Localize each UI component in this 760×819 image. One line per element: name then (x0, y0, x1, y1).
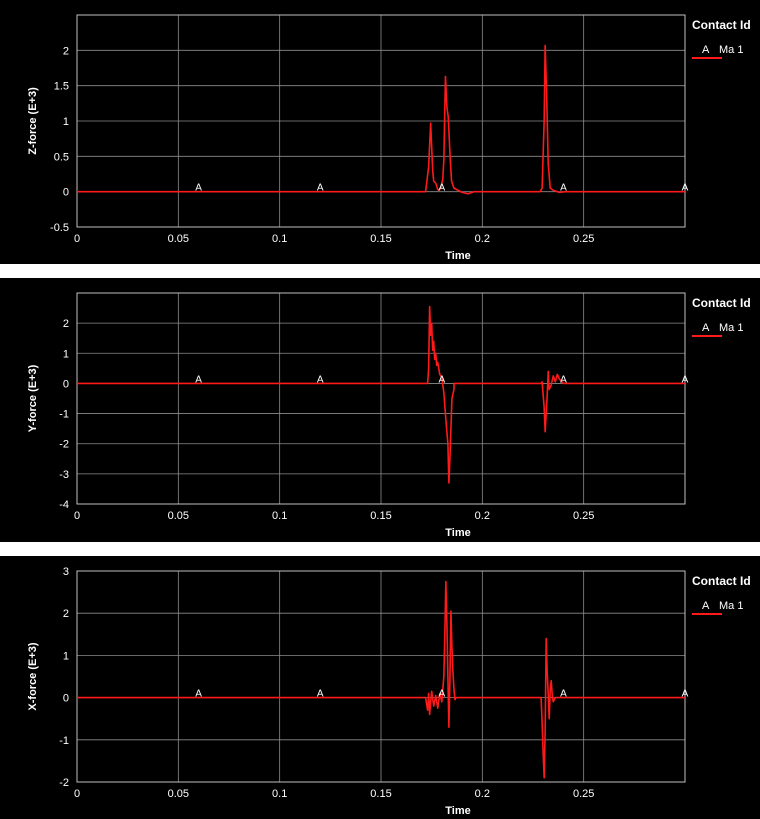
x-tick-label: 0.15 (370, 788, 391, 800)
legend-entry-ma-1[interactable]: A Ma 1 (692, 600, 760, 620)
x-tick-label: 0 (74, 510, 80, 522)
x-tick-label: 0.1 (272, 788, 287, 800)
series-marker: A (560, 689, 567, 700)
series-marker: A (317, 689, 324, 700)
x-tick-label: 0.25 (573, 788, 594, 800)
y-tick-label: 1.5 (54, 81, 69, 93)
y-tick-label: 0.5 (54, 151, 69, 163)
series-marker: A (195, 183, 202, 194)
series-marker: A (438, 374, 445, 385)
y-tick-label: -0.5 (50, 222, 69, 234)
series-marker: A (317, 374, 324, 385)
y-tick-label: -4 (59, 499, 69, 511)
y-tick-label: 2 (63, 608, 69, 620)
legend-series-name: Ma 1 (719, 600, 744, 612)
series-marker: A (682, 689, 689, 700)
legend-entry-ma-1[interactable]: A Ma 1 (692, 44, 760, 64)
series-marker: A (195, 689, 202, 700)
legend-series-name: Ma 1 (719, 44, 744, 56)
x-tick-label: 0.15 (370, 233, 391, 245)
series-marker: A (560, 183, 567, 194)
y-tick-label: 2 (63, 45, 69, 57)
series-line-ma-1 (77, 44, 685, 195)
x-tick-label: 0.05 (168, 788, 189, 800)
y-tick-label: 1 (63, 116, 69, 128)
legend-title: Contact Id (692, 574, 751, 588)
x-axis-label: Time (445, 250, 470, 262)
y-force-chart-panel: 0 0.05 0.1 0.15 0.2 0.25 -4 -3 -2 -1 0 1 2 Time Y-forc… (0, 278, 760, 542)
x-axis-label: Time (445, 805, 470, 817)
x-axis-label: Time (445, 527, 470, 539)
y-axis-label: X-force (E+3) (27, 642, 39, 710)
x-force-chart-panel: 0 0.05 0.1 0.15 0.2 0.25 -2 -1 0 1 2 3 Time X-force (… (0, 556, 760, 819)
series-marker: A (317, 183, 324, 194)
series-marker: A (438, 689, 445, 700)
x-tick-label: 0.05 (168, 510, 189, 522)
x-tick-label: 0.2 (475, 788, 490, 800)
x-tick-label: 0 (74, 233, 80, 245)
legend-marker: A (702, 322, 710, 334)
series-marker: A (682, 183, 689, 194)
series-marker: A (195, 374, 202, 385)
x-tick-label: 0.2 (475, 510, 490, 522)
x-tick-label: 0.2 (475, 233, 490, 245)
x-tick-label: 0.1 (272, 233, 287, 245)
x-force-chart: 0 0.05 0.1 0.15 0.2 0.25 -2 -1 0 1 2 3 Time X-force (… (27, 566, 689, 817)
y-tick-label: -3 (59, 469, 69, 481)
legend-marker: A (702, 600, 710, 612)
legend-series-name: Ma 1 (719, 322, 744, 334)
legend-swatch (692, 335, 722, 337)
series-marker: A (438, 183, 445, 194)
legend-swatch (692, 57, 722, 59)
legend-marker: A (702, 44, 710, 56)
plot-frame (76, 570, 686, 783)
plot-frame (76, 14, 686, 228)
series-line-ma-1 (77, 580, 685, 779)
series-marker: A (682, 374, 689, 385)
y-axis-label: Z-force (E+3) (27, 87, 39, 155)
x-tick-label: 0.25 (573, 510, 594, 522)
legend-title: Contact Id (692, 18, 751, 32)
series-line-ma-1 (77, 305, 685, 484)
z-force-chart: 0 0.05 0.1 0.15 0.2 0.25 -0.5 0 0.5 1 1.5 2 Time Z-fo… (27, 14, 689, 262)
x-tick-label: 0.05 (168, 233, 189, 245)
x-tick-label: 0.1 (272, 510, 287, 522)
y-force-chart: 0 0.05 0.1 0.15 0.2 0.25 -4 -3 -2 -1 0 1 2 Time Y-forc… (27, 292, 689, 539)
series-marker: A (560, 374, 567, 385)
legend-swatch (692, 613, 722, 615)
legend-entry-ma-1[interactable]: A Ma 1 (692, 322, 760, 342)
y-axis-label: Y-force (E+3) (27, 364, 39, 432)
y-tick-label: -2 (59, 439, 69, 451)
z-force-chart-panel: 0 0.05 0.1 0.15 0.2 0.25 -0.5 0 0.5 1 1.5 2 Time Z-fo… (0, 0, 760, 264)
x-tick-label: 0.15 (370, 510, 391, 522)
x-tick-label: 0 (74, 788, 80, 800)
y-tick-label: -1 (59, 735, 69, 747)
x-tick-label: 0.25 (573, 233, 594, 245)
y-tick-label: 0 (63, 693, 69, 705)
y-tick-label: -2 (59, 777, 69, 789)
y-tick-label: -1 (59, 409, 69, 421)
y-tick-label: 1 (63, 650, 69, 662)
plot-frame (76, 292, 686, 505)
y-tick-label: 3 (63, 566, 69, 578)
y-tick-label: 1 (63, 348, 69, 360)
y-tick-label: 0 (63, 378, 69, 390)
legend-title: Contact Id (692, 296, 751, 310)
y-tick-label: 0 (63, 187, 69, 199)
y-tick-label: 2 (63, 318, 69, 330)
